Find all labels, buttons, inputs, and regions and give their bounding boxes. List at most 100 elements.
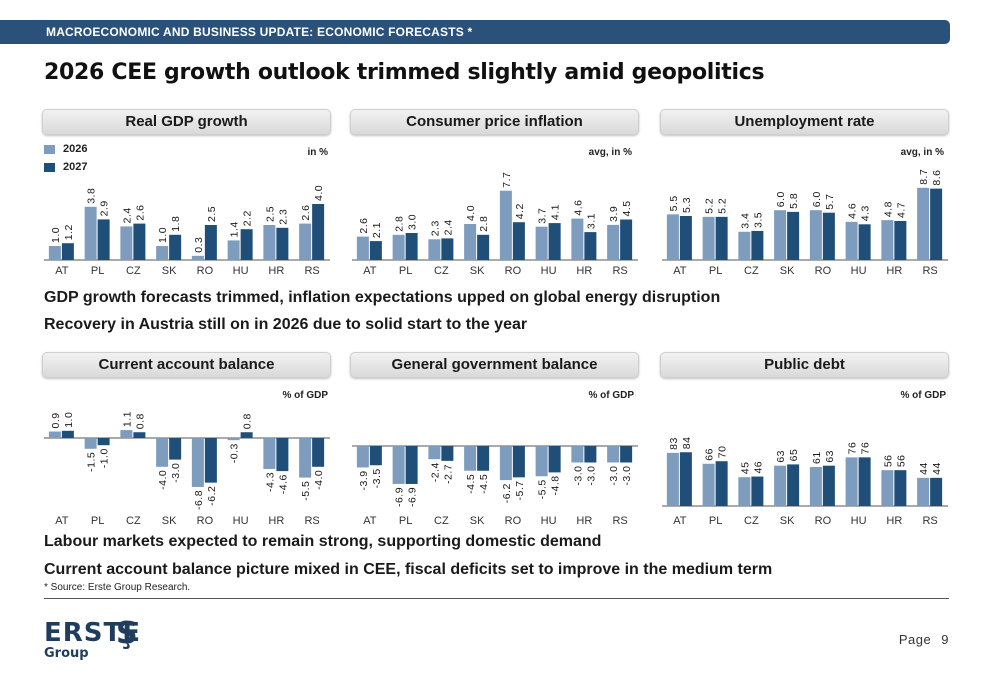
value-label-pl-2027: 70 xyxy=(717,446,729,459)
value-label-sk-2027: -4.5 xyxy=(478,474,490,494)
bar-sk-2027 xyxy=(477,446,490,471)
category-label-cz: CZ xyxy=(744,265,759,277)
category-label-sk: SK xyxy=(162,265,177,277)
bar-sk-2027 xyxy=(787,464,800,506)
bar-pl-2027 xyxy=(715,216,728,260)
chart-legend: 2026 2027 xyxy=(44,140,87,176)
bar-ro-2026 xyxy=(499,446,512,481)
bar-rs-2027 xyxy=(312,204,325,260)
value-label-hu-2027: 4.1 xyxy=(550,204,562,220)
bar-ro-2027 xyxy=(204,438,217,483)
value-label-sk-2026: 6.0 xyxy=(775,191,787,207)
value-label-hu-2027: -4.8 xyxy=(550,475,562,495)
category-label-rs: RS xyxy=(612,515,627,527)
category-label-rs: RS xyxy=(304,515,319,527)
value-label-at-2027: 84 xyxy=(681,437,693,450)
value-label-hr-2027: 3.1 xyxy=(585,213,597,229)
header-bar-text: MACROECONOMIC AND BUSINESS UPDATE: ECONO… xyxy=(46,25,473,39)
value-label-hu-2026: 1.4 xyxy=(229,221,241,237)
category-label-cz: CZ xyxy=(126,265,141,277)
bar-cz-2027 xyxy=(441,446,454,461)
page-number: Page 9 xyxy=(899,632,949,647)
category-label-hu: HU xyxy=(541,265,557,277)
value-label-cz-2027: 3.5 xyxy=(752,212,764,228)
unit-public-debt: % of GDP xyxy=(900,390,946,401)
bar-pl-2026 xyxy=(392,234,405,260)
value-label-rs-2027: 8.6 xyxy=(931,170,943,186)
category-label-sk: SK xyxy=(470,515,485,527)
value-label-sk-2026: -4.0 xyxy=(157,470,169,490)
value-label-hu-2027: 0.8 xyxy=(242,413,254,429)
value-label-ro-2026: 7.7 xyxy=(501,172,513,188)
bar-at-2026 xyxy=(48,246,61,260)
bar-at-2026 xyxy=(356,446,369,468)
category-label-cz: CZ xyxy=(434,265,449,277)
category-label-at: AT xyxy=(363,515,377,527)
bar-rs-2026 xyxy=(299,438,312,478)
value-label-cz-2027: 2.4 xyxy=(442,219,454,235)
value-label-ro-2027: 2.5 xyxy=(206,206,218,222)
category-label-rs: RS xyxy=(922,515,937,527)
category-label-pl: PL xyxy=(91,515,104,527)
value-label-cz-2026: 3.4 xyxy=(739,213,751,229)
value-label-cz-2026: -2.4 xyxy=(429,462,441,482)
bar-cz-2027 xyxy=(751,230,764,260)
value-label-cz-2026: 2.4 xyxy=(121,207,133,223)
bar-cz-2027 xyxy=(133,223,146,260)
value-label-pl-2027: 3.0 xyxy=(407,214,419,230)
bar-pl-2027 xyxy=(405,446,418,484)
value-label-sk-2027: 1.8 xyxy=(170,216,182,232)
legend-item-2026: 2026 xyxy=(44,140,87,158)
panel-header-inflation: Consumer price inflation xyxy=(350,109,639,135)
category-label-pl: PL xyxy=(399,265,412,277)
value-label-cz-2026: 45 xyxy=(739,462,751,475)
legend-swatch-2026 xyxy=(44,144,55,154)
value-label-ro-2026: 0.3 xyxy=(193,237,205,253)
logo-wordmark: ERSTE xyxy=(44,618,142,648)
bar-hu-2027 xyxy=(240,229,253,260)
bar-sk-2026 xyxy=(774,210,787,260)
bar-ro-2026 xyxy=(809,466,822,506)
value-label-sk-2026: 1.0 xyxy=(157,227,169,243)
category-label-hu: HU xyxy=(233,265,249,277)
value-label-hr-2026: 2.5 xyxy=(264,206,276,222)
bar-hr-2026 xyxy=(881,470,894,506)
bar-rs-2027 xyxy=(620,446,633,463)
category-label-cz: CZ xyxy=(744,515,759,527)
bar-hu-2027 xyxy=(858,224,871,260)
note-line-1: GDP growth forecasts trimmed, inflation … xyxy=(44,289,721,306)
value-label-ro-2027: -5.7 xyxy=(514,480,526,500)
bar-pl-2026 xyxy=(702,463,715,506)
bar-ro-2026 xyxy=(191,255,204,260)
unit-inflation: avg, in % xyxy=(588,147,632,158)
plot-area: 0.9 1.0-1.5 -1.01.1 0.8-4.0 -3.0-6.8 -6.2-0.3… xyxy=(44,411,330,510)
value-label-pl-2027: -1.0 xyxy=(99,448,111,468)
category-label-at: AT xyxy=(673,265,687,277)
bar-hr-2026 xyxy=(571,218,584,260)
page-number-value: 9 xyxy=(941,632,949,647)
source-note: * Source: Erste Group Research. xyxy=(44,582,191,593)
category-label-ro: RO xyxy=(197,265,214,277)
value-label-rs-2027: -4.0 xyxy=(313,470,325,490)
bar-cz-2026 xyxy=(120,226,133,260)
value-label-pl-2026: -1.5 xyxy=(86,452,98,472)
bar-ro-2026 xyxy=(191,438,204,487)
category-label-rs: RS xyxy=(922,265,937,277)
bar-cz-2027 xyxy=(751,476,764,506)
logo-subtitle: Group xyxy=(44,646,89,661)
bar-ro-2027 xyxy=(512,446,525,478)
bar-cz-2026 xyxy=(120,430,133,438)
category-label-sk: SK xyxy=(780,515,795,527)
value-label-pl-2027: 2.9 xyxy=(99,200,111,216)
value-label-hr-2027: 2.3 xyxy=(277,209,289,225)
bar-rs-2026 xyxy=(299,223,312,260)
value-label-sk-2026: 4.0 xyxy=(465,205,477,221)
value-label-sk-2027: 65 xyxy=(788,449,800,462)
bar-hr-2027 xyxy=(276,438,289,472)
value-label-hu-2026: -5.5 xyxy=(537,479,549,499)
category-label-hu: HU xyxy=(541,515,557,527)
value-label-ro-2027: -6.2 xyxy=(206,486,218,506)
value-label-at-2027: -3.5 xyxy=(371,468,383,488)
value-label-ro-2027: 4.2 xyxy=(514,203,526,219)
bar-hr-2027 xyxy=(276,227,289,260)
